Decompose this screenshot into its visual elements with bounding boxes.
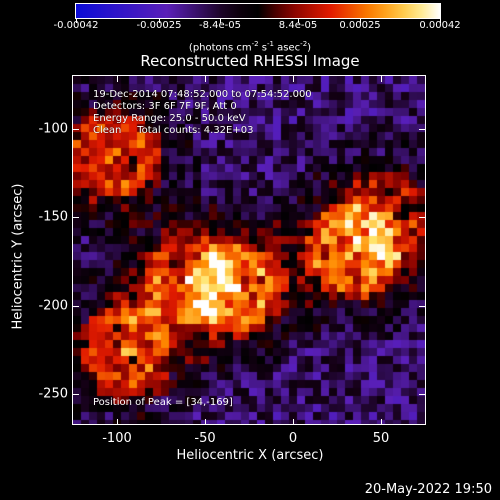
colorbar-tick-label: 8.4e-05 bbox=[278, 20, 318, 31]
y-tick-mark bbox=[73, 217, 79, 219]
y-tick-mark bbox=[419, 393, 425, 395]
colorbar-tick-label: 0.00025 bbox=[339, 20, 381, 31]
x-tick-mark bbox=[205, 76, 206, 82]
colorbar-tick-mark bbox=[159, 19, 160, 23]
x-tick-mark bbox=[117, 76, 118, 82]
colorbar bbox=[75, 3, 441, 19]
info-energy-range: Energy Range: 25.0 - 50.0 keV bbox=[93, 113, 246, 124]
colorbar-tick-label: -0.00042 bbox=[53, 20, 99, 31]
colorbar-tick-label: -0.00025 bbox=[136, 20, 182, 31]
x-tick-mark bbox=[205, 419, 206, 425]
colorbar-unit-label: (photons cm-2 s-1 asec-2) bbox=[188, 40, 312, 54]
colorbar-tick-mark bbox=[298, 19, 299, 23]
y-tick-mark bbox=[419, 305, 425, 307]
x-tick-mark bbox=[381, 76, 382, 82]
y-tick-label: -150 bbox=[38, 209, 68, 225]
chart-title: Reconstructed RHESSI Image bbox=[140, 52, 360, 70]
y-tick-mark bbox=[73, 393, 79, 395]
y-tick-mark bbox=[419, 128, 425, 130]
timestamp: 20-May-2022 19:50 bbox=[364, 482, 492, 497]
y-tick-mark bbox=[73, 305, 79, 307]
x-tick-label: -50 bbox=[194, 431, 216, 446]
colorbar-tick-mark bbox=[220, 19, 221, 23]
colorbar-tick-label: 0.00042 bbox=[419, 20, 461, 31]
peak-position-label: Position of Peak = [34,-169] bbox=[93, 397, 233, 408]
x-tick-label: -100 bbox=[102, 431, 132, 446]
y-tick-label: -100 bbox=[38, 121, 68, 137]
y-tick-mark bbox=[73, 128, 79, 130]
x-axis-label: Heliocentric X (arcsec) bbox=[176, 448, 324, 463]
heatmap-plot bbox=[72, 75, 426, 425]
x-tick-mark bbox=[293, 419, 294, 425]
x-tick-mark bbox=[381, 419, 382, 425]
y-tick-label: -250 bbox=[38, 386, 68, 402]
colorbar-tick-mark bbox=[440, 19, 441, 23]
colorbar-tick-mark bbox=[360, 19, 361, 23]
y-tick-label: -200 bbox=[38, 298, 68, 314]
heatmap-canvas bbox=[73, 76, 425, 424]
colorbar-tick-mark bbox=[76, 19, 77, 23]
x-tick-mark bbox=[293, 76, 294, 82]
x-tick-label: 50 bbox=[372, 431, 390, 446]
y-tick-mark bbox=[419, 217, 425, 219]
colorbar-tick-label: -8.4e-05 bbox=[199, 20, 241, 31]
x-tick-label: 0 bbox=[288, 431, 298, 446]
y-axis-label: Heliocentric Y (arcsec) bbox=[10, 183, 26, 330]
x-tick-mark bbox=[117, 419, 118, 425]
info-detectors: Detectors: 3F 6F 7F 9F, Att 0 bbox=[93, 101, 237, 112]
info-total-counts: Clean Total counts: 4.32E+03 bbox=[93, 125, 254, 136]
info-time-range: 19-Dec-2014 07:48:52.000 to 07:54:52.000 bbox=[93, 89, 312, 100]
